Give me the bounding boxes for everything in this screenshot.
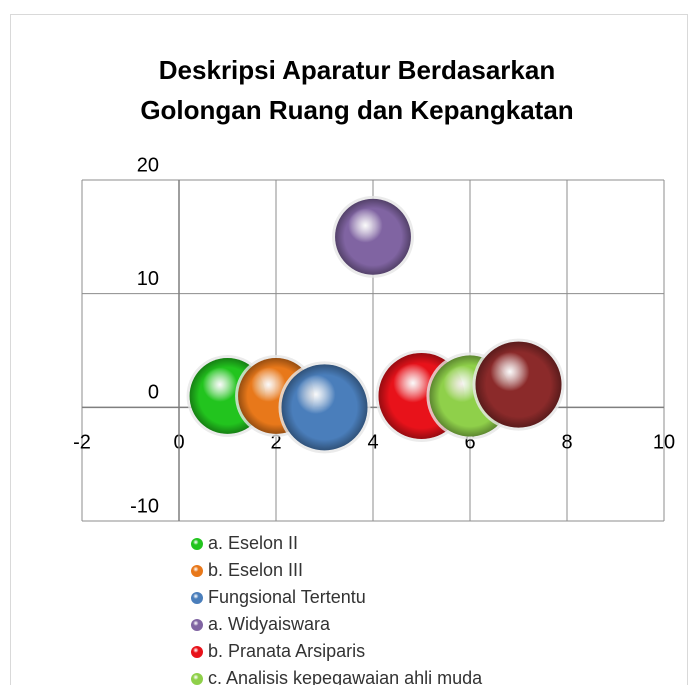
legend-marker [191,619,203,631]
chart-frame [10,14,688,685]
x-tick-label: 8 [561,432,572,454]
legend-marker [191,565,203,577]
y-tick-label: 0 [148,382,159,404]
legend-marker [191,673,203,685]
x-tick-label: 2 [270,432,281,454]
legend-marker [191,592,203,604]
y-tick-label: -10 [130,495,159,517]
x-tick-label: 10 [653,432,675,454]
legend-label: b. Pranata Arsiparis [208,641,365,661]
legend-label: c. Analisis kepegawaian ahli muda [208,668,483,685]
y-tick-label: 10 [137,268,159,290]
legend-label: Fungsional Tertentu [208,587,366,607]
y-tick-label: 20 [137,154,159,176]
legend-label: b. Eselon III [208,560,303,580]
chart-title: Deskripsi Aparatur Berdasarkan [159,55,555,85]
bubble-shade [335,198,411,275]
bubble-shade [475,341,562,428]
legend-label: a. Eselon II [208,533,298,553]
x-tick-label: 6 [464,432,475,454]
legend-marker [191,646,203,658]
chart-title: Golongan Ruang dan Kepangkatan [140,95,573,125]
legend-label: a. Widyaiswara [208,614,331,634]
legend-marker [191,538,203,550]
x-tick-label: -2 [73,432,91,454]
bubble-shade [281,364,368,451]
x-tick-label: 4 [367,432,378,454]
